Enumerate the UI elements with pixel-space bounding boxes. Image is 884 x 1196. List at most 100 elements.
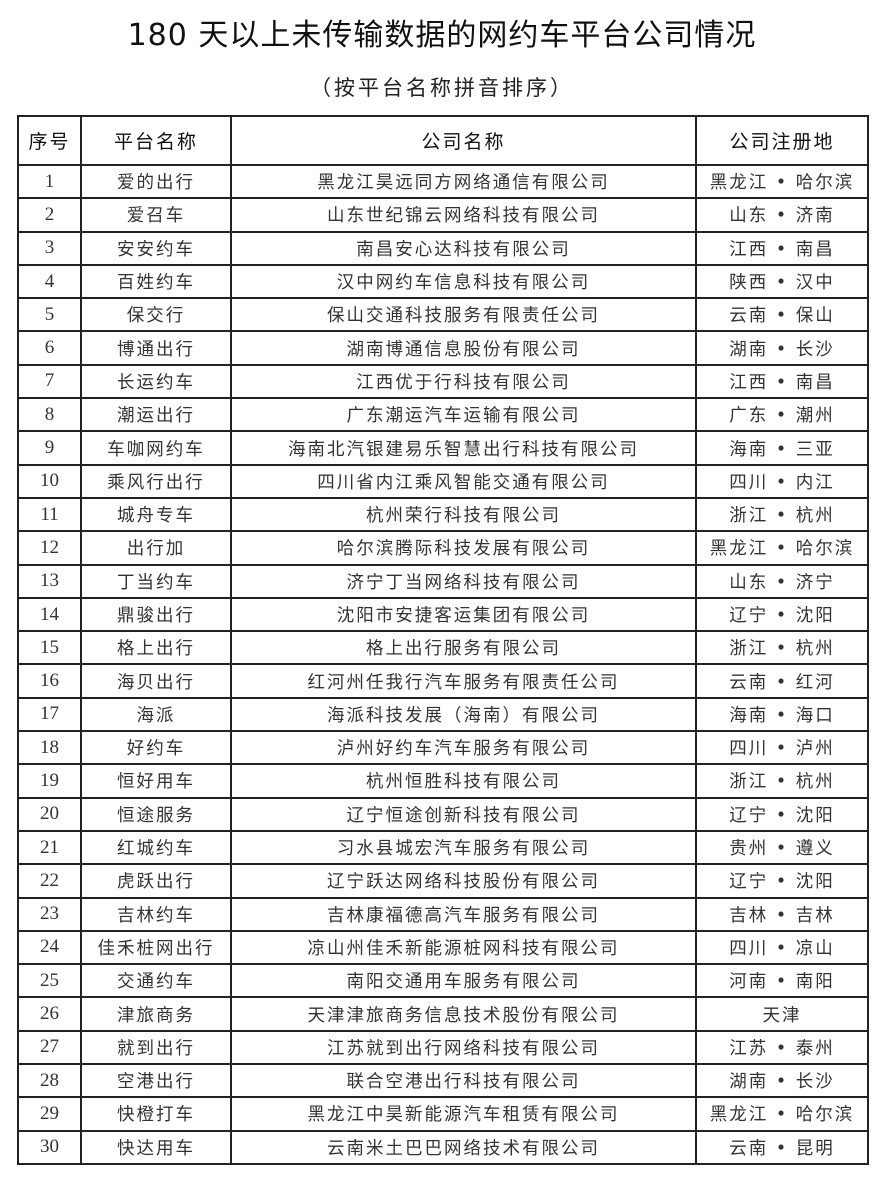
cell-registration-place: 黑龙江 • 哈尔滨 (695, 530, 869, 566)
cell-company-name: 辽宁恒途创新科技有限公司 (230, 796, 697, 832)
cell-registration-place: 海南 • 三亚 (695, 430, 869, 466)
cell-index: 5 (17, 297, 82, 333)
table-row: 10 乘风行出行 四川省内江乘风智能交通有限公司 四川 • 内江 (17, 463, 869, 499)
cell-registration-place: 海南 • 海口 (695, 696, 869, 733)
cell-company-name: 南阳交通用车服务有限公司 (230, 963, 697, 999)
cell-registration-place: 吉林 • 吉林 (695, 896, 869, 932)
cell-index: 25 (17, 963, 82, 999)
cell-registration-place: 四川 • 内江 (695, 463, 869, 499)
cell-registration-place: 辽宁 • 沈阳 (695, 796, 869, 832)
table-row: 14 鼎骏出行 沈阳市安捷客运集团有限公司 辽宁 • 沈阳 (17, 596, 869, 633)
cell-company-name: 习水县城宏汽车服务有限公司 (230, 829, 697, 866)
table-row: 27 就到出行 江苏就到出行网络科技有限公司 江苏 • 泰州 (17, 1029, 869, 1066)
cell-registration-place: 贵州 • 遵义 (695, 829, 869, 866)
cell-company-name: 辽宁跃达网络科技股份有限公司 (230, 863, 697, 899)
table-row: 16 海贝出行 红河州任我行汽车服务有限责任公司 云南 • 红河 (17, 663, 869, 699)
cell-company-name: 黑龙江中昊新能源汽车租赁有限公司 (230, 1096, 697, 1132)
table-row: 26 津旅商务 天津津旅商务信息技术股份有限公司 天津 (17, 996, 869, 1032)
cell-index: 12 (17, 530, 82, 566)
cell-platform-name: 吉林约车 (80, 896, 232, 932)
cell-company-name: 云南米土巴巴网络技术有限公司 (230, 1129, 697, 1165)
cell-index: 23 (17, 896, 82, 932)
cell-index: 29 (17, 1096, 82, 1132)
cell-index: 6 (17, 330, 82, 366)
header-platform-name: 平台名称 (80, 115, 232, 166)
cell-platform-name: 佳禾桩网出行 (80, 929, 232, 966)
table-row: 8 潮运出行 广东潮运汽车运输有限公司 广东 • 潮州 (17, 397, 869, 433)
table-body: 1 爱的出行 黑龙江昊远同方网络通信有限公司 黑龙江 • 哈尔滨 2 爱召车 山东世纪锦云网… (17, 163, 869, 1165)
cell-index: 4 (17, 263, 82, 300)
table-row: 7 长运约车 江西优于行科技有限公司 江西 • 南昌 (17, 363, 869, 400)
cell-index: 10 (17, 463, 82, 499)
cell-company-name: 泸州好约车汽车服务有限公司 (230, 730, 697, 766)
table-row: 5 保交行 保山交通科技服务有限责任公司 云南 • 保山 (17, 297, 869, 333)
cell-registration-place: 四川 • 泸州 (695, 730, 869, 766)
cell-registration-place: 江西 • 南昌 (695, 230, 869, 266)
table-row: 25 交通约车 南阳交通用车服务有限公司 河南 • 南阳 (17, 963, 869, 999)
cell-index: 3 (17, 230, 82, 266)
table-row: 12 出行加 哈尔滨腾际科技发展有限公司 黑龙江 • 哈尔滨 (17, 530, 869, 566)
cell-registration-place: 黑龙江 • 哈尔滨 (695, 1096, 869, 1132)
header-company-name: 公司名称 (230, 115, 697, 166)
cell-company-name: 沈阳市安捷客运集团有限公司 (230, 596, 697, 633)
cell-platform-name: 红城约车 (80, 829, 232, 866)
table-row: 15 格上出行 格上出行服务有限公司 浙江 • 杭州 (17, 630, 869, 666)
cell-platform-name: 就到出行 (80, 1029, 232, 1066)
table-row: 17 海派 海派科技发展（海南）有限公司 海南 • 海口 (17, 696, 869, 733)
cell-platform-name: 车咖网约车 (80, 430, 232, 466)
cell-platform-name: 快橙打车 (80, 1096, 232, 1132)
cell-registration-place: 云南 • 红河 (695, 663, 869, 699)
cell-index: 15 (17, 630, 82, 666)
cell-registration-place: 湖南 • 长沙 (695, 330, 869, 366)
cell-index: 14 (17, 596, 82, 633)
platform-table: 序号 平台名称 公司名称 公司注册地 1 爱的出行 黑龙江昊远同方网络通信有限公司黑… (17, 115, 869, 1165)
cell-index: 22 (17, 863, 82, 899)
table-row: 22 虎跃出行 辽宁跃达网络科技股份有限公司 辽宁 • 沈阳 (17, 863, 869, 899)
table-row: 9 车咖网约车 海南北汽银建易乐智慧出行科技有限公司 海南 • 三亚 (17, 430, 869, 466)
cell-index: 2 (17, 197, 82, 233)
cell-company-name: 天津津旅商务信息技术股份有限公司 (230, 996, 697, 1032)
cell-registration-place: 浙江 • 杭州 (695, 763, 869, 799)
cell-platform-name: 恒途服务 (80, 796, 232, 832)
cell-company-name: 保山交通科技服务有限责任公司 (230, 297, 697, 333)
table-row: 6 博通出行 湖南博通信息股份有限公司 湖南 • 长沙 (17, 330, 869, 366)
table-header-row: 序号 平台名称 公司名称 公司注册地 (17, 115, 869, 166)
cell-company-name: 广东潮运汽车运输有限公司 (230, 397, 697, 433)
cell-company-name: 凉山州佳禾新能源桩网科技有限公司 (230, 929, 697, 966)
cell-index: 8 (17, 397, 82, 433)
table-row: 4 百姓约车 汉中网约车信息科技有限公司 陕西 • 汉中 (17, 263, 869, 300)
cell-index: 21 (17, 829, 82, 866)
cell-index: 28 (17, 1063, 82, 1099)
cell-registration-place: 山东 • 济宁 (695, 563, 869, 599)
cell-platform-name: 丁当约车 (80, 563, 232, 599)
cell-index: 30 (17, 1129, 82, 1165)
cell-platform-name: 安安约车 (80, 230, 232, 266)
cell-index: 17 (17, 696, 82, 733)
header-index: 序号 (17, 115, 82, 166)
table-row: 21 红城约车 习水县城宏汽车服务有限公司 贵州 • 遵义 (17, 829, 869, 866)
cell-registration-place: 四川 • 凉山 (695, 929, 869, 966)
cell-platform-name: 鼎骏出行 (80, 596, 232, 633)
cell-index: 20 (17, 796, 82, 832)
table-row: 3 安安约车 南昌安心达科技有限公司 江西 • 南昌 (17, 230, 869, 266)
cell-company-name: 山东世纪锦云网络科技有限公司 (230, 197, 697, 233)
cell-registration-place: 辽宁 • 沈阳 (695, 863, 869, 899)
cell-index: 1 (17, 163, 82, 200)
table-row: 13 丁当约车 济宁丁当网络科技有限公司 山东 • 济宁 (17, 563, 869, 599)
cell-platform-name: 爱召车 (80, 197, 232, 233)
cell-platform-name: 乘风行出行 (80, 463, 232, 499)
cell-company-name: 江西优于行科技有限公司 (230, 363, 697, 400)
cell-platform-name: 海派 (80, 696, 232, 733)
cell-company-name: 汉中网约车信息科技有限公司 (230, 263, 697, 300)
cell-index: 24 (17, 929, 82, 966)
cell-registration-place: 浙江 • 杭州 (695, 496, 869, 533)
table-row: 11 城舟专车 杭州荣行科技有限公司 浙江 • 杭州 (17, 496, 869, 533)
table-row: 29 快橙打车 黑龙江中昊新能源汽车租赁有限公司 黑龙江 • 哈尔滨 (17, 1096, 869, 1132)
cell-registration-place: 云南 • 昆明 (695, 1129, 869, 1165)
cell-company-name: 四川省内江乘风智能交通有限公司 (230, 463, 697, 499)
cell-index: 19 (17, 763, 82, 799)
cell-registration-place: 江苏 • 泰州 (695, 1029, 869, 1066)
cell-platform-name: 海贝出行 (80, 663, 232, 699)
table-row: 23 吉林约车 吉林康福德高汽车服务有限公司 吉林 • 吉林 (17, 896, 869, 932)
cell-platform-name: 保交行 (80, 297, 232, 333)
